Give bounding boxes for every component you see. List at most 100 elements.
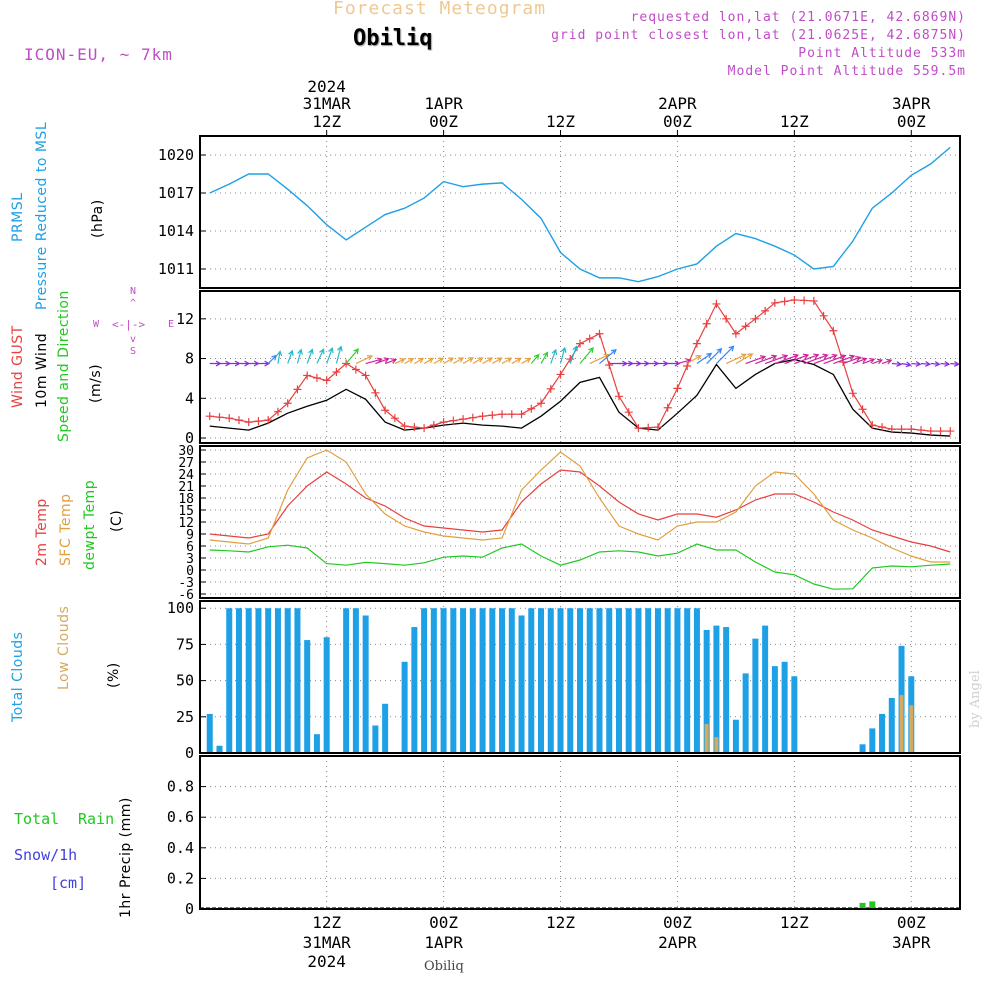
temperature-ytick-label: 27 bbox=[178, 456, 194, 471]
total-cloud-bar bbox=[450, 608, 457, 753]
bottom-hour-label: 00Z bbox=[663, 913, 692, 932]
gust-marker bbox=[205, 412, 214, 421]
bottom-date-label: 1APR bbox=[424, 933, 463, 952]
total-cloud-bar bbox=[596, 608, 603, 753]
gust-marker bbox=[215, 413, 224, 422]
wind-arrow bbox=[706, 347, 723, 364]
gust-marker bbox=[605, 361, 614, 370]
total-cloud-bar bbox=[557, 608, 564, 753]
precip-ytick-label: 0 bbox=[185, 900, 194, 918]
total-cloud-bar bbox=[235, 608, 242, 753]
total-cloud-bar bbox=[294, 608, 301, 753]
wind-arrow bbox=[842, 355, 862, 365]
wind-arrow bbox=[638, 360, 650, 367]
total-cloud-bar bbox=[323, 637, 330, 753]
bottom-location: Obiliq bbox=[424, 959, 464, 974]
wind-arrow bbox=[229, 360, 241, 367]
wind-arrow bbox=[881, 358, 893, 365]
wind-ytick-label: 4 bbox=[185, 389, 194, 407]
gust-marker bbox=[566, 355, 575, 364]
bottom-date-label: 31MAR bbox=[303, 933, 352, 952]
wind-arrow bbox=[404, 358, 415, 365]
wind-arrow bbox=[862, 357, 876, 365]
wind-arrow bbox=[384, 358, 398, 365]
bottom-hour-label: 12Z bbox=[312, 913, 341, 932]
gust-marker bbox=[420, 424, 429, 433]
wind-ytick-label: 8 bbox=[185, 350, 194, 368]
total-cloud-bar bbox=[206, 713, 213, 753]
wind-arrow bbox=[735, 353, 754, 365]
wind-arrow bbox=[394, 358, 406, 365]
gust-marker bbox=[936, 427, 945, 436]
gust-marker bbox=[692, 339, 701, 348]
gust-marker bbox=[712, 299, 721, 308]
gust-marker bbox=[410, 423, 419, 432]
gust-marker bbox=[663, 403, 672, 412]
pressure-ytick-label: 1011 bbox=[158, 260, 194, 278]
wind-arrow bbox=[296, 348, 303, 364]
total-cloud-bar bbox=[245, 608, 252, 753]
wind-arrow bbox=[540, 351, 549, 364]
gust-marker bbox=[585, 334, 594, 343]
total-cloud-bar bbox=[304, 640, 311, 753]
gust-marker bbox=[449, 416, 458, 425]
gust-marker bbox=[673, 384, 682, 393]
top-hour-label: 12Z bbox=[780, 112, 809, 131]
gust-marker bbox=[478, 412, 487, 421]
snow-label: Snow/1h bbox=[14, 846, 78, 864]
gust-marker bbox=[887, 425, 896, 434]
total-cloud-bar bbox=[284, 608, 291, 753]
clouds-frame bbox=[199, 600, 961, 754]
gust-marker bbox=[537, 399, 546, 408]
precip-ytick-label: 0.4 bbox=[167, 839, 194, 857]
gust-marker bbox=[234, 416, 243, 425]
total-cloud-bar bbox=[411, 627, 418, 753]
gust-marker bbox=[390, 414, 399, 423]
wind-arrow bbox=[852, 357, 868, 365]
cm-label: [cm] bbox=[50, 874, 87, 892]
gust-marker bbox=[722, 314, 731, 323]
gust-marker bbox=[702, 319, 711, 328]
location-title: Obiliq bbox=[353, 26, 433, 51]
top-hour-label: 12Z bbox=[312, 112, 341, 131]
gust-marker bbox=[790, 295, 799, 304]
wind-arrow bbox=[715, 345, 735, 364]
compass-e: E bbox=[168, 319, 175, 330]
total-cloud-bar bbox=[869, 728, 876, 753]
total-cloud-bar bbox=[664, 608, 671, 753]
compass-w: W bbox=[93, 319, 100, 330]
wind-arrow bbox=[482, 357, 494, 365]
temperature-ytick-label: 6 bbox=[186, 540, 194, 555]
gust-marker bbox=[546, 384, 555, 393]
compass-sv: v bbox=[130, 334, 137, 345]
total-cloud-bar bbox=[859, 744, 866, 753]
low-cloud-bar bbox=[899, 695, 904, 753]
gust-marker bbox=[429, 421, 438, 430]
gust-marker bbox=[527, 404, 536, 413]
gust-marker bbox=[303, 371, 312, 380]
gust-marker bbox=[283, 399, 292, 408]
gust-marker bbox=[556, 370, 565, 379]
wind-arrow bbox=[599, 348, 617, 364]
total-cloud-bar bbox=[615, 608, 622, 753]
total-cloud-bar bbox=[382, 703, 389, 753]
wind-ytick-label: 12 bbox=[176, 310, 194, 328]
temperature-ytick-label: 3 bbox=[186, 552, 194, 567]
gust-marker bbox=[926, 427, 935, 436]
gust-marker bbox=[731, 329, 740, 338]
total-cloud-bar bbox=[430, 608, 437, 753]
total-cloud-bar bbox=[440, 608, 447, 753]
total-cloud-bar bbox=[674, 608, 681, 753]
top-hour-label: 00Z bbox=[663, 112, 692, 131]
temperature-ytick-label: 15 bbox=[178, 504, 194, 519]
wind-arrow bbox=[559, 346, 567, 364]
gust-marker bbox=[761, 306, 770, 315]
clouds-ytick-label: 25 bbox=[176, 708, 194, 726]
gust-marker bbox=[780, 297, 789, 306]
wind-arrow bbox=[686, 355, 702, 365]
gust-marker bbox=[741, 322, 750, 331]
gust-marker bbox=[829, 326, 838, 335]
gust-marker bbox=[371, 388, 380, 397]
gust-marker bbox=[322, 376, 331, 385]
wind-arrow bbox=[355, 355, 374, 365]
